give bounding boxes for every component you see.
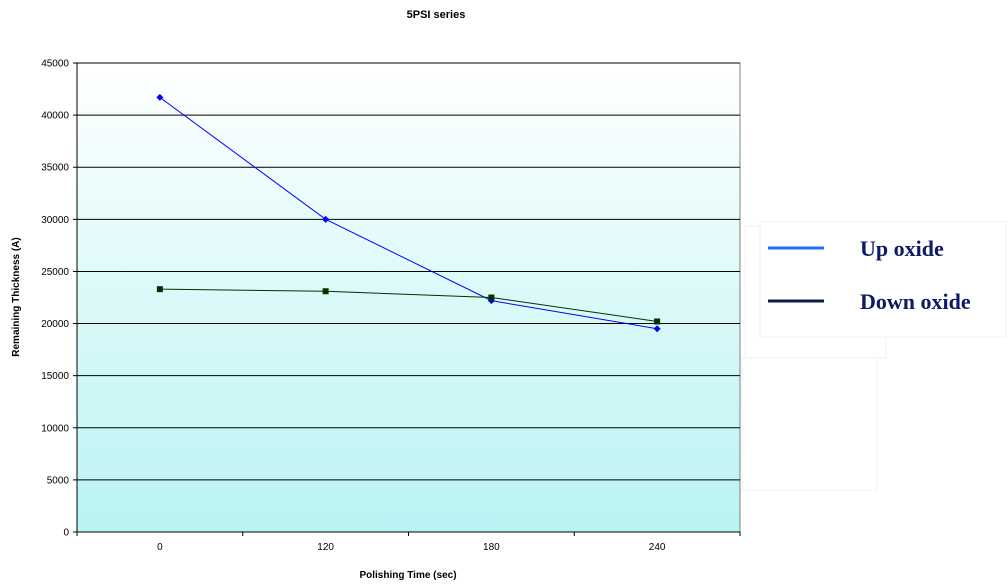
series-line <box>159 96 658 330</box>
x-axis-title: Polishing Time (sec) <box>359 570 456 581</box>
y-tick-label: 25000 <box>41 267 69 278</box>
data-point <box>654 318 661 325</box>
y-tick-label: 35000 <box>41 163 69 174</box>
legend-label: Up oxide <box>860 236 944 261</box>
y-tick-label: 15000 <box>41 371 69 382</box>
chart-title: 5PSI series <box>407 9 466 21</box>
y-tick-label: 20000 <box>41 319 69 330</box>
data-point <box>653 325 661 333</box>
series-down-oxide <box>156 286 661 325</box>
legend-item: Up oxide <box>768 236 944 261</box>
data-point <box>488 294 495 301</box>
x-tick-label: 240 <box>649 542 666 553</box>
legend-shadow-box <box>741 357 878 491</box>
series-line <box>159 288 658 322</box>
legend-box <box>759 221 1007 338</box>
plot-area <box>76 62 741 533</box>
y-axis: 0 5000 10000 15000 20000 25000 30000 35000 40000… <box>41 59 78 539</box>
y-tick-label: 5000 <box>47 475 70 486</box>
x-tick-label: 0 <box>157 542 163 553</box>
data-point <box>322 288 329 295</box>
series-up-oxide <box>156 93 661 333</box>
data-point <box>322 215 330 223</box>
gridlines <box>77 62 740 481</box>
y-tick-label: 30000 <box>41 215 69 226</box>
x-axis: 0 120 180 240 <box>76 531 741 553</box>
y-tick-label: 10000 <box>41 423 69 434</box>
y-axis-title: Remaining Thickness (A) <box>11 237 22 356</box>
series-layer <box>156 93 661 333</box>
y-tick-label: 0 <box>63 528 69 539</box>
legend: Up oxide Down oxide <box>768 236 971 314</box>
data-point <box>156 93 164 101</box>
x-tick-label: 180 <box>483 542 500 553</box>
y-tick-label: 40000 <box>41 111 69 122</box>
data-point <box>156 286 163 293</box>
legend-label: Down oxide <box>860 289 971 314</box>
y-tick-label: 45000 <box>41 59 69 70</box>
x-tick-label: 120 <box>317 542 334 553</box>
legend-item: Down oxide <box>768 289 971 314</box>
